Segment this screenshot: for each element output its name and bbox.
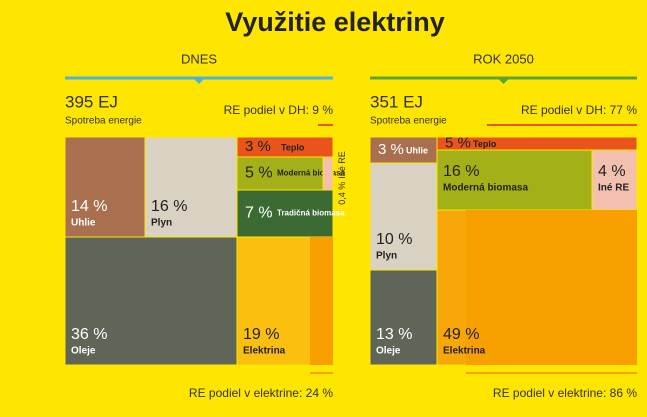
value-label: 10 % [376,231,412,248]
title: Využitie elektriny [225,7,445,37]
category-label: Plyn [151,218,172,229]
treemap-cell [369,269,438,366]
value-label: 5 % [445,134,471,151]
category-label: Plyn [376,251,397,262]
re-heat: RE podiel v DH: 77 % [521,103,637,117]
category-label: Elektrina [243,346,286,357]
category-label: Moderná biomasa [277,169,346,178]
treemap-cell [322,156,334,191]
category-label: Oleje [376,346,401,357]
value-label: 14 % [71,198,107,215]
category-label: Tradičná biomasa [277,209,345,218]
treemap-cell [591,149,638,211]
value-label: 13 % [376,326,412,343]
category-label: Moderná biomasa [443,183,528,194]
category-label: Iné RE [337,151,347,179]
total: 351 EJ [370,92,423,111]
category-label: Uhlie [71,218,96,229]
category-label: Uhlie [406,145,428,155]
category-label: Teplo [473,139,497,149]
re-electricity: RE podiel v elektrine: 24 % [189,386,333,400]
heading-pointer [193,78,205,84]
category-label: Elektrina [443,346,486,357]
total-label: Spotreba energie [65,116,142,127]
value-label: 5 % [245,165,273,182]
treemap-cell [369,162,438,271]
value-label: 7 % [245,205,273,222]
value-label: 19 % [243,326,279,343]
panel-heading: DNES [181,51,217,66]
value-label: 4 % [598,163,626,180]
value-label: 0,4 % Iné RE [337,151,347,205]
treemap-cell [369,136,438,164]
panel-heading: ROK 2050 [473,51,534,66]
re-share-strip [466,210,637,365]
value-label: 16 % [151,198,187,215]
value-label: 3 % [245,138,271,155]
total: 395 EJ [65,92,118,111]
re-electricity: RE podiel v elektrine: 86 % [493,386,637,400]
value-label: 16 % [443,163,479,180]
value-label: 0,4 % [337,182,347,205]
treemap-cell [64,236,238,366]
re-share-strip [310,237,333,365]
value-label: 49 % [443,326,479,343]
total-label: Spotreba energie [370,116,447,127]
value-label: 36 % [71,326,107,343]
value-label: 3 % [378,141,404,158]
re-heat: RE podiel v DH: 9 % [224,103,334,117]
category-label: Iné RE [598,183,629,194]
category-label: Teplo [281,142,305,152]
heading-pointer [497,78,510,84]
category-label: Oleje [71,346,96,357]
